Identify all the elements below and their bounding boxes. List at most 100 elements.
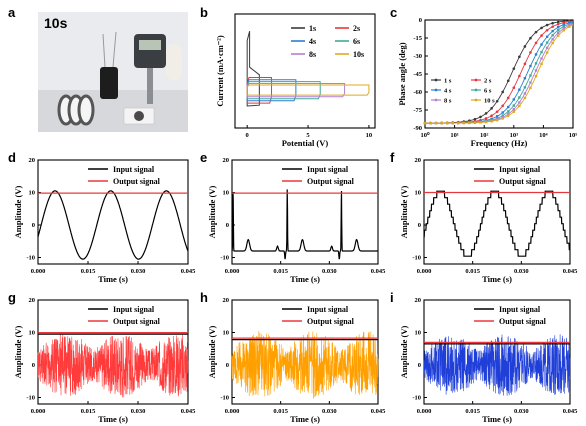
capacitor-lead-right (112, 31, 117, 68)
data-point (506, 79, 510, 83)
hand-glove (166, 44, 182, 80)
data-point (568, 24, 571, 27)
data-point (545, 46, 549, 50)
y-tick-label: 20 (415, 297, 422, 304)
data-point (556, 22, 560, 26)
cv-curve-10s (246, 84, 370, 96)
input-signal-trace (37, 333, 189, 398)
y-tick-label: 20 (223, 157, 230, 164)
x-tick-label: 10⁰ (420, 131, 430, 139)
data-point (545, 23, 549, 27)
data-point (551, 21, 554, 25)
x-axis-label: Time (s) (98, 274, 128, 284)
data-point (568, 22, 571, 26)
y-tick-label: 10 (223, 190, 230, 197)
capacitor-lead-left (102, 33, 106, 68)
data-point (529, 51, 532, 54)
x-tick-label: 0.015 (465, 408, 480, 415)
data-point (479, 121, 482, 124)
photo-panel-a: 10s (38, 12, 188, 132)
y-tick-label: 0 (32, 362, 35, 369)
plot-frame (231, 159, 379, 265)
data-point (551, 41, 554, 45)
data-point (512, 104, 515, 107)
data-point (523, 77, 527, 80)
legend-label: 8s (309, 50, 316, 59)
data-point (545, 51, 549, 54)
cv-curve-6s (246, 81, 321, 100)
film-electrode (134, 111, 144, 121)
data-point (557, 25, 560, 29)
y-tick-label: -15 (413, 35, 422, 42)
data-point (545, 41, 549, 44)
y-tick-label: 20 (223, 297, 230, 304)
data-point (518, 74, 521, 78)
y-axis-label: Amplitude (V) (207, 186, 217, 239)
panel-letter-d: d (8, 150, 16, 165)
data-point (501, 90, 505, 94)
legend-label: 10s (353, 50, 364, 59)
data-point (462, 121, 466, 125)
data-point (534, 53, 538, 56)
legend-label: Input signal (113, 165, 155, 174)
x-tick-label: 0.000 (225, 408, 240, 415)
data-point (551, 25, 554, 28)
data-point (534, 30, 538, 34)
data-point (501, 111, 504, 114)
y-tick-label: -45 (413, 71, 422, 78)
data-point (529, 74, 532, 77)
legend-label: Input signal (307, 305, 349, 314)
data-point (540, 50, 543, 54)
data-point (473, 117, 477, 121)
x-tick-label: 0.045 (563, 268, 578, 275)
data-point (562, 27, 565, 30)
data-point (534, 74, 538, 78)
x-tick-label: 0.015 (273, 268, 288, 275)
x-tick-label: 0.030 (514, 408, 529, 415)
data-point (512, 98, 515, 101)
chart-panel-i: 0.000 0.015 0.030 0.045 -10 0 10 20 Input signal… (399, 297, 578, 424)
panel-letter-c: c (390, 5, 397, 20)
legend-label: 4s (309, 37, 316, 46)
x-tick-label: 0.015 (465, 268, 480, 275)
y-tick-label: 0 (32, 222, 35, 229)
legend-label: Input signal (307, 165, 349, 174)
x-tick-label: 0.015 (81, 268, 96, 275)
data-point (484, 117, 488, 120)
data-point (506, 96, 510, 100)
legend-marker (474, 98, 478, 102)
data-point (562, 25, 565, 28)
x-axis-label: Time (s) (290, 414, 320, 424)
y-tick-label: 20 (29, 297, 36, 304)
y-axis-label: Amplitude (V) (13, 326, 23, 379)
data-point (507, 112, 510, 116)
x-axis-label: Time (s) (482, 274, 512, 284)
x-tick-label: 0 (246, 132, 249, 139)
y-tick-label: -10 (412, 255, 421, 262)
input-signal-trace (231, 330, 379, 399)
y-tick-label: -30 (413, 53, 422, 60)
phase-line (424, 20, 574, 124)
data-point (540, 62, 543, 66)
input-signal-trace (37, 190, 189, 260)
x-tick-label: 0.030 (514, 268, 529, 275)
data-point (468, 121, 471, 125)
chart-panel-e: 0.000 0.015 0.030 0.045 -10 0 10 20 Input signal… (207, 157, 386, 284)
data-point (562, 29, 565, 32)
data-point (501, 114, 504, 117)
data-point (523, 96, 527, 100)
legend-label: 1 s (444, 78, 452, 85)
cv-curve-8s (246, 83, 346, 98)
data-point (507, 110, 510, 113)
data-point (434, 121, 438, 125)
chart-panel-f: 0.000 0.015 0.030 0.045 -10 0 10 20 Input signal… (399, 157, 578, 284)
y-tick-label: 20 (415, 157, 422, 164)
data-point (479, 115, 482, 119)
x-tick-label: 5 (306, 132, 310, 139)
chart-panel-b: 0 5 10 1s 2s 4s 6s 8s 10s Current (mA·cm⁻²) Potent… (215, 13, 376, 148)
x-tick-label: 0.015 (273, 408, 288, 415)
legend-marker (434, 88, 438, 92)
data-point (518, 55, 521, 59)
cv-line (246, 30, 260, 107)
x-axis-label: Time (s) (290, 274, 320, 284)
